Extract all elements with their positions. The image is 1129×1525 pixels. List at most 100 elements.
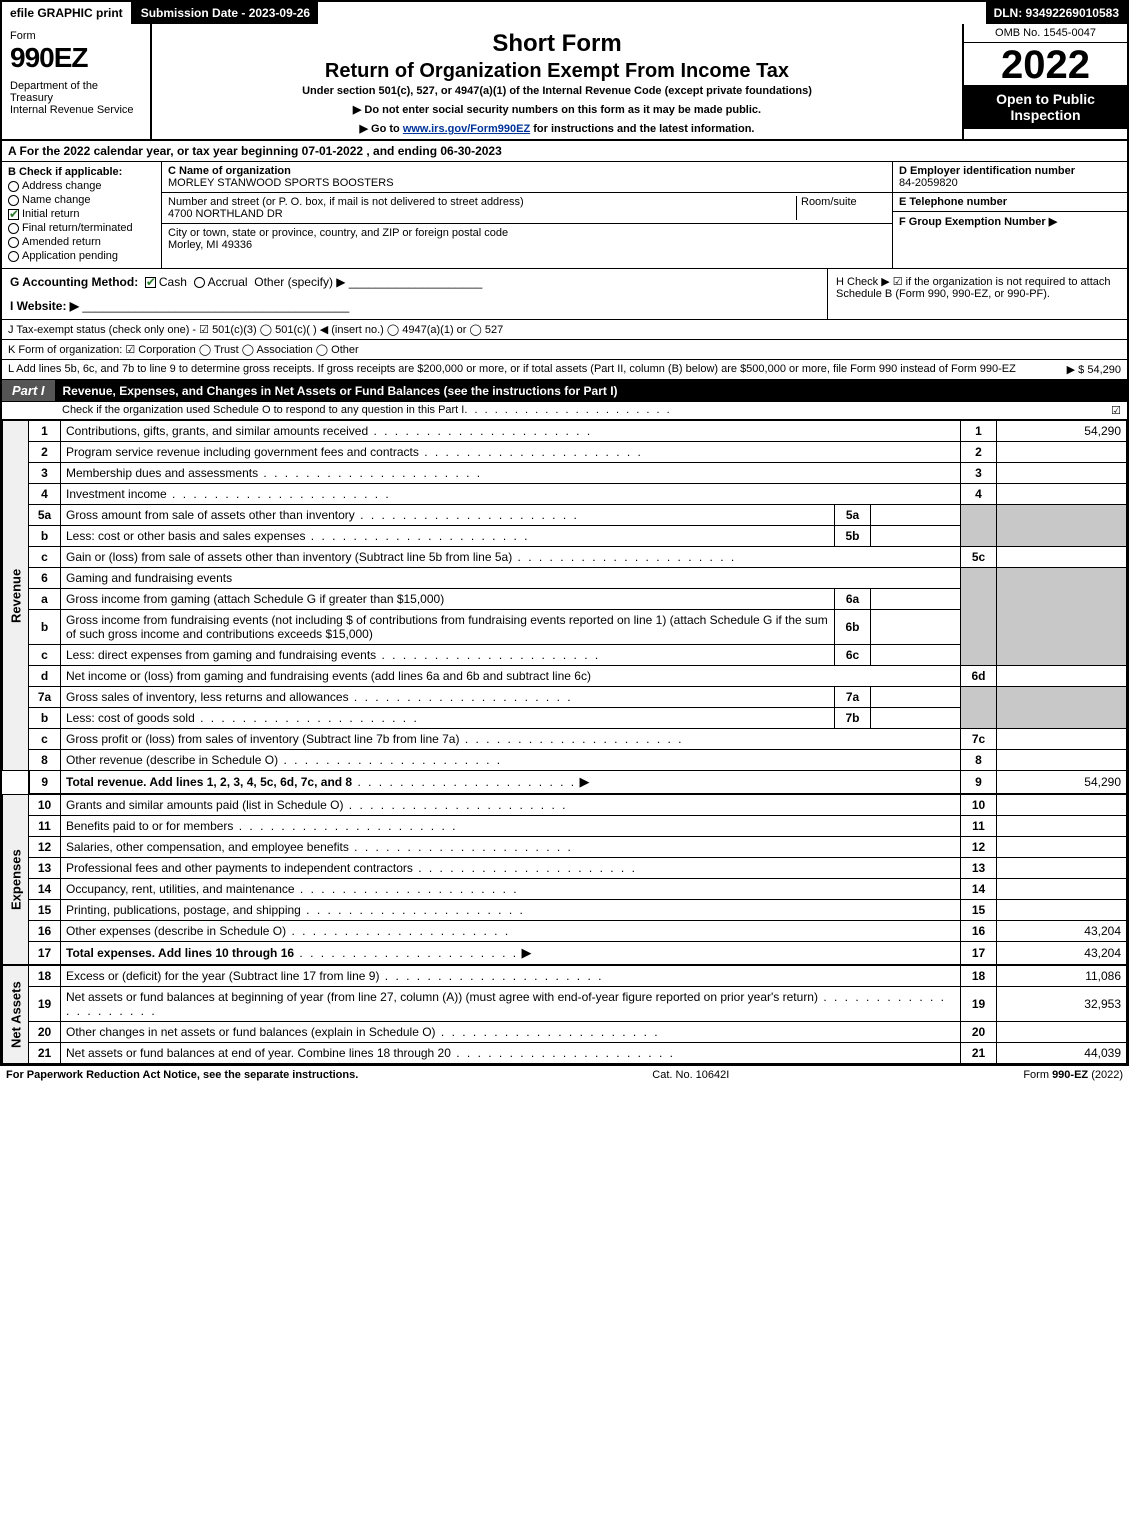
ln-10: 10 (29, 795, 61, 816)
sub-7b: 7b (835, 708, 871, 729)
sidebar-revenue: Revenue (3, 421, 29, 771)
header-right: OMB No. 1545-0047 2022 Open to Public In… (962, 24, 1127, 139)
ln-7b: b (29, 708, 61, 729)
num-3: 3 (961, 463, 997, 484)
chk-address-change[interactable] (8, 181, 19, 192)
chk-accrual[interactable] (194, 277, 205, 288)
chk-app-pending[interactable] (8, 251, 19, 262)
part-i-bar: Part I Revenue, Expenses, and Changes in… (2, 380, 1127, 402)
val-10 (997, 795, 1127, 816)
netassets-table: Net Assets 18 Excess or (deficit) for th… (2, 965, 1127, 1064)
desc-7c: Gross profit or (loss) from sales of inv… (66, 732, 684, 746)
desc-20: Other changes in net assets or fund bala… (66, 1025, 660, 1039)
ln-12: 12 (29, 837, 61, 858)
ein-value: 84-2059820 (899, 177, 958, 189)
g-label: G Accounting Method: (10, 275, 138, 289)
ln-5b: b (29, 526, 61, 547)
num-14: 14 (961, 879, 997, 900)
ln-18: 18 (29, 966, 61, 987)
desc-6c: Less: direct expenses from gaming and fu… (66, 648, 600, 662)
ln-6: 6 (29, 568, 61, 589)
shade-6v (997, 568, 1127, 666)
val-2 (997, 442, 1127, 463)
subtitle: Under section 501(c), 527, or 4947(a)(1)… (160, 85, 954, 97)
chk-amended[interactable] (8, 237, 19, 248)
i-website: I Website: ▶ (10, 299, 79, 313)
c-room-label: Room/suite (801, 196, 857, 208)
header-mid: Short Form Return of Organization Exempt… (152, 24, 962, 139)
sub-6b: 6b (835, 610, 871, 645)
desc-1: Contributions, gifts, grants, and simila… (66, 424, 592, 438)
col-c-org: C Name of organization MORLEY STANWOOD S… (162, 162, 892, 268)
desc-10: Grants and similar amounts paid (list in… (66, 798, 567, 812)
col-g: G Accounting Method: Cash Accrual Other … (2, 269, 827, 319)
chk-cash[interactable] (145, 277, 156, 288)
subval-5b (871, 526, 961, 547)
ln-8: 8 (29, 750, 61, 771)
row-l: L Add lines 5b, 6c, and 7b to line 9 to … (2, 360, 1127, 380)
lbl-other: Other (specify) ▶ (254, 275, 345, 289)
form-page: efile GRAPHIC print Submission Date - 20… (0, 0, 1129, 1066)
chk-final-return[interactable] (8, 223, 19, 234)
revenue-table: Revenue 1 Contributions, gifts, grants, … (2, 420, 1127, 794)
lbl-initial-return: Initial return (22, 208, 79, 220)
efile-print-label[interactable]: efile GRAPHIC print (2, 2, 133, 24)
desc-15: Printing, publications, postage, and shi… (66, 903, 525, 917)
arrow-17: ▶ (521, 945, 531, 960)
desc-8: Other revenue (describe in Schedule O) (66, 753, 502, 767)
ln-6c: c (29, 645, 61, 666)
irs-link[interactable]: www.irs.gov/Form990EZ (403, 123, 530, 135)
f-group-label: F Group Exemption Number ▶ (899, 216, 1057, 228)
chk-initial-return[interactable] (8, 209, 19, 220)
val-20 (997, 1022, 1127, 1043)
form-number: 990EZ (10, 42, 142, 74)
row-k: K Form of organization: ☑ Corporation ◯ … (2, 340, 1127, 360)
dln-label: DLN: 93492269010583 (986, 2, 1127, 24)
desc-4: Investment income (66, 487, 391, 501)
part-i-sub-text: Check if the organization used Schedule … (62, 404, 464, 417)
desc-18: Excess or (deficit) for the year (Subtra… (66, 969, 603, 983)
lbl-address-change: Address change (22, 180, 102, 192)
desc-5c: Gain or (loss) from sale of assets other… (66, 550, 736, 564)
e-phone-label: E Telephone number (899, 196, 1007, 208)
footer-right: Form 990-EZ (2022) (1023, 1069, 1123, 1081)
top-bar: efile GRAPHIC print Submission Date - 20… (2, 2, 1127, 24)
col-b-checkboxes: B Check if applicable: Address change Na… (2, 162, 162, 268)
row-a-tax-year: A For the 2022 calendar year, or tax yea… (2, 141, 1127, 162)
arrow-9: ▶ (579, 774, 589, 789)
num-7c: 7c (961, 729, 997, 750)
desc-6a: Gross income from gaming (attach Schedul… (61, 589, 835, 610)
desc-13: Professional fees and other payments to … (66, 861, 637, 875)
val-13 (997, 858, 1127, 879)
val-5c (997, 547, 1127, 568)
num-13: 13 (961, 858, 997, 879)
ln-11: 11 (29, 816, 61, 837)
footer-catno: Cat. No. 10642I (358, 1069, 1023, 1081)
org-street: 4700 NORTHLAND DR (168, 208, 283, 220)
num-10: 10 (961, 795, 997, 816)
expenses-table: Expenses 10 Grants and similar amounts p… (2, 794, 1127, 965)
shade-5 (961, 505, 997, 547)
chk-name-change[interactable] (8, 195, 19, 206)
part-i-check[interactable]: ☑ (1103, 404, 1121, 417)
ln-7c: c (29, 729, 61, 750)
val-7c (997, 729, 1127, 750)
sub-6a: 6a (835, 589, 871, 610)
num-18: 18 (961, 966, 997, 987)
tax-year: 2022 (964, 43, 1127, 85)
ln-13: 13 (29, 858, 61, 879)
title-short-form: Short Form (160, 30, 954, 58)
val-8 (997, 750, 1127, 771)
desc-16: Other expenses (describe in Schedule O) (66, 924, 510, 938)
page-footer: For Paperwork Reduction Act Notice, see … (0, 1066, 1129, 1084)
num-15: 15 (961, 900, 997, 921)
ln-4: 4 (29, 484, 61, 505)
lbl-amended: Amended return (22, 236, 101, 248)
row-a-text: A For the 2022 calendar year, or tax yea… (8, 144, 502, 158)
part-i-title: Revenue, Expenses, and Changes in Net As… (55, 381, 1127, 401)
desc-7a: Gross sales of inventory, less returns a… (66, 690, 573, 704)
header-left: Form 990EZ Department of the Treasury In… (2, 24, 152, 139)
num-8: 8 (961, 750, 997, 771)
val-1: 54,290 (997, 421, 1127, 442)
part-i-dots (464, 404, 671, 417)
